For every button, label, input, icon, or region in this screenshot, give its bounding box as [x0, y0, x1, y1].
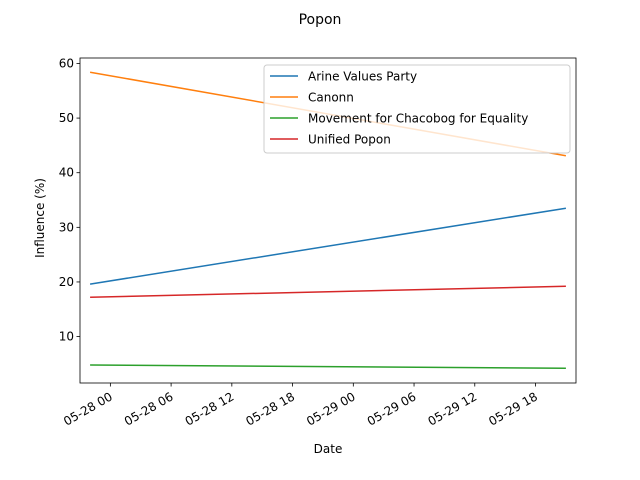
legend-label-3: Unified Popon	[308, 133, 391, 147]
x-tick-label: 05-29 00	[304, 389, 358, 428]
y-tick-label: 60	[59, 56, 74, 70]
series-line-3	[90, 285, 566, 298]
x-tick-label: 05-28 12	[183, 389, 237, 428]
y-tick-label: 40	[59, 166, 74, 180]
series-line-2	[90, 364, 566, 370]
y-tick-label: 20	[59, 275, 74, 289]
x-tick-label: 05-29 06	[365, 389, 419, 428]
y-tick-label: 30	[59, 220, 74, 234]
x-tick-label: 05-28 00	[61, 389, 115, 428]
legend-label-2: Movement for Chacobog for Equality	[308, 112, 528, 126]
x-tick-label: 05-29 18	[486, 389, 540, 428]
axes-frame	[79, 57, 577, 384]
legend-label-0: Arine Values Party	[308, 70, 417, 84]
legend-label-1: Canonn	[308, 91, 354, 105]
x-tick-label: 05-28 06	[122, 389, 176, 428]
x-tick-label: 05-28 18	[243, 389, 297, 428]
chart-title: Popon	[299, 12, 342, 28]
x-axis-label: Date	[314, 442, 343, 456]
legend-box	[263, 64, 571, 154]
series-line-0	[89, 207, 567, 285]
y-axis-label: Influence (%)	[33, 178, 47, 258]
y-tick-label: 50	[59, 111, 74, 125]
x-tick-label: 05-29 12	[426, 389, 480, 428]
legend: Arine Values Party Canonn Movement for Cha…	[263, 64, 571, 154]
y-tick-label: 10	[59, 330, 74, 344]
